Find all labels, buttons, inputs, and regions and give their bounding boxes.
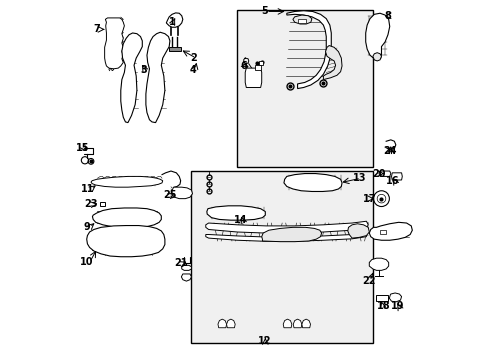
- Polygon shape: [172, 187, 192, 199]
- Polygon shape: [378, 171, 390, 176]
- Polygon shape: [258, 61, 263, 64]
- Text: 25: 25: [163, 190, 176, 200]
- Text: 15: 15: [76, 143, 89, 153]
- Polygon shape: [181, 274, 191, 281]
- Polygon shape: [298, 19, 305, 23]
- Polygon shape: [254, 65, 260, 69]
- Polygon shape: [182, 265, 191, 270]
- Polygon shape: [261, 227, 321, 242]
- Polygon shape: [104, 18, 124, 69]
- Polygon shape: [368, 258, 388, 270]
- Polygon shape: [205, 233, 366, 241]
- Text: 23: 23: [84, 199, 98, 210]
- Polygon shape: [368, 222, 411, 240]
- Polygon shape: [376, 296, 387, 301]
- Polygon shape: [292, 15, 311, 24]
- Text: 24: 24: [382, 146, 396, 156]
- Polygon shape: [166, 13, 183, 27]
- Text: 18: 18: [376, 301, 389, 311]
- Polygon shape: [347, 224, 368, 238]
- Polygon shape: [226, 319, 235, 328]
- Text: 20: 20: [371, 168, 385, 179]
- Text: 12: 12: [257, 336, 270, 346]
- Polygon shape: [301, 319, 310, 328]
- Polygon shape: [283, 319, 291, 328]
- Text: 14: 14: [234, 215, 247, 225]
- Polygon shape: [145, 32, 169, 123]
- Polygon shape: [388, 293, 401, 302]
- Polygon shape: [169, 46, 180, 51]
- Text: 11: 11: [81, 184, 94, 194]
- Text: 2: 2: [190, 53, 197, 63]
- Text: 7: 7: [93, 24, 100, 35]
- Text: 17: 17: [362, 194, 375, 204]
- Text: 3: 3: [140, 64, 146, 75]
- Polygon shape: [86, 226, 164, 257]
- Polygon shape: [365, 13, 389, 60]
- Text: 16: 16: [385, 176, 398, 186]
- Polygon shape: [391, 173, 402, 180]
- Bar: [191, 171, 372, 343]
- Polygon shape: [218, 319, 226, 328]
- Text: 13: 13: [352, 173, 365, 183]
- Polygon shape: [372, 53, 381, 61]
- Text: 5: 5: [260, 6, 267, 17]
- Polygon shape: [286, 11, 330, 89]
- Text: 9: 9: [83, 222, 90, 232]
- Polygon shape: [379, 230, 386, 234]
- Polygon shape: [121, 33, 142, 123]
- Polygon shape: [100, 202, 105, 206]
- Text: 19: 19: [390, 301, 404, 311]
- Text: 8: 8: [384, 11, 390, 21]
- Bar: [236, 10, 372, 167]
- Text: 10: 10: [80, 257, 93, 267]
- Polygon shape: [92, 208, 161, 227]
- Polygon shape: [284, 174, 341, 192]
- Text: 4: 4: [189, 64, 196, 75]
- Polygon shape: [293, 319, 301, 328]
- Text: 1: 1: [168, 17, 175, 27]
- Polygon shape: [91, 176, 163, 187]
- Polygon shape: [206, 206, 265, 220]
- Polygon shape: [244, 68, 261, 87]
- Polygon shape: [205, 221, 367, 233]
- Polygon shape: [323, 45, 341, 80]
- Text: 22: 22: [362, 276, 375, 286]
- Text: 6: 6: [240, 61, 246, 71]
- Text: 21: 21: [174, 258, 187, 268]
